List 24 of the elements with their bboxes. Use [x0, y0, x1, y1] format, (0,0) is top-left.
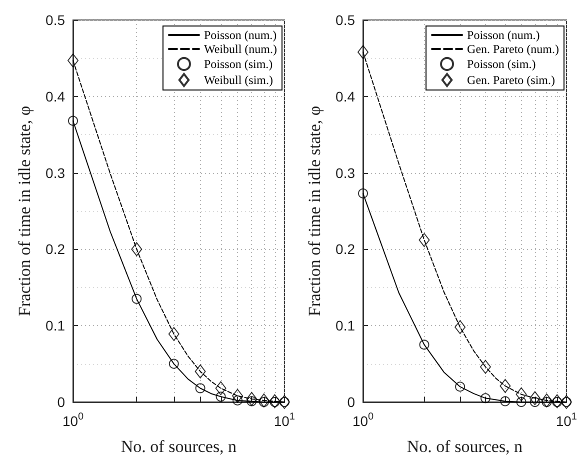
y-axis-title: Fraction of time in idle state, φ [305, 106, 324, 316]
y-tick-label: 0.4 [336, 88, 356, 104]
legend-label: Weibull (num.) [204, 42, 278, 56]
y-tick-label: 0.1 [46, 318, 66, 334]
legend-label: Poisson (num.) [204, 28, 277, 42]
y-tick-label: 0.2 [336, 241, 356, 258]
y-tick-label: 0.5 [336, 12, 356, 28]
y-tick-label: 0.3 [336, 164, 356, 181]
legend-label: Poisson (sim.) [467, 57, 536, 71]
legend-label: Gen. Pareto (sim.) [467, 73, 556, 87]
y-tick-label: 0 [347, 394, 356, 410]
legend-label: Gen. Pareto (num.) [467, 42, 560, 56]
x-axis-title: No. of sources, n [406, 437, 524, 456]
legend-label: Poisson (sim.) [204, 57, 273, 71]
y-tick-label: 0 [57, 394, 66, 410]
y-tick-label: 0.5 [46, 12, 66, 28]
x-axis-title: No. of sources, n [120, 437, 238, 456]
legend-label: Poisson (num.) [467, 28, 540, 42]
y-axis-title: Fraction of time in idle state, φ [15, 106, 34, 316]
y-tick-label: 0.3 [46, 164, 66, 181]
y-tick-label: 0.2 [46, 241, 66, 258]
y-tick-label: 0.1 [336, 318, 356, 334]
y-tick-label: 0.4 [46, 88, 66, 104]
legend-label: Weibull (sim.) [204, 73, 274, 87]
